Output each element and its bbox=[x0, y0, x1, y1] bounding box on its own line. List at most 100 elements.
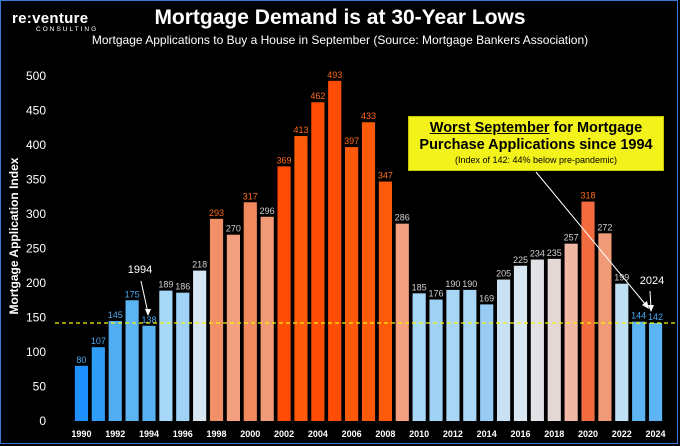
brand-logo: re:venture CONSULTING bbox=[12, 11, 98, 34]
data-label-2002: 369 bbox=[277, 155, 292, 165]
data-label-1990: 80 bbox=[76, 355, 86, 365]
bar-2007 bbox=[361, 122, 376, 421]
logo-main-text: re:venture bbox=[12, 10, 89, 27]
y-tick-label: 300 bbox=[26, 207, 46, 221]
data-label-2016: 225 bbox=[513, 255, 528, 265]
callout-box: Worst September for Mortgage Purchase Ap… bbox=[408, 116, 664, 171]
x-tick-label: 2006 bbox=[342, 429, 362, 439]
data-label-2019: 257 bbox=[564, 233, 579, 243]
bar-2019 bbox=[564, 243, 578, 421]
data-label-2008: 347 bbox=[378, 171, 393, 181]
chart-title: Mortgage Demand is at 30-Year Lows bbox=[154, 6, 526, 29]
annotation-1994: 1994 bbox=[128, 264, 152, 276]
data-label-1992: 145 bbox=[108, 310, 123, 320]
callout-headline-line2: Purchase Applications since 1994 bbox=[419, 137, 653, 153]
bar-2016 bbox=[513, 265, 528, 421]
y-tick-label: 350 bbox=[26, 173, 46, 187]
bar-2013 bbox=[463, 289, 477, 421]
bar-2023 bbox=[632, 321, 646, 421]
x-tick-label: 2024 bbox=[646, 429, 666, 439]
data-label-2005: 493 bbox=[327, 70, 342, 80]
x-tick-label: 2008 bbox=[375, 429, 395, 439]
x-tick-label: 1998 bbox=[207, 429, 227, 439]
callout-highlight: Worst September bbox=[429, 120, 550, 136]
bar-1999 bbox=[226, 234, 240, 421]
bar-1994 bbox=[142, 325, 156, 421]
data-label-2021: 272 bbox=[597, 222, 612, 232]
callout-pointer-arrowhead bbox=[642, 301, 649, 309]
annotation-1994-arrow bbox=[140, 280, 149, 314]
x-tick-label: 2004 bbox=[308, 429, 328, 439]
data-label-2013: 190 bbox=[462, 279, 477, 289]
data-label-2004: 462 bbox=[310, 91, 325, 101]
data-label-2017: 234 bbox=[530, 249, 545, 259]
y-tick-label: 400 bbox=[26, 138, 46, 152]
data-label-2007: 433 bbox=[361, 111, 376, 121]
y-tick-label: 250 bbox=[26, 242, 46, 256]
x-tick-label: 2012 bbox=[443, 429, 463, 439]
data-label-2023: 144 bbox=[631, 311, 646, 321]
data-label-2018: 235 bbox=[547, 248, 562, 258]
y-tick-label: 200 bbox=[26, 276, 46, 290]
bar-1998 bbox=[209, 218, 224, 421]
data-label-1994: 138 bbox=[141, 315, 156, 325]
data-label-2006: 397 bbox=[344, 136, 359, 146]
bar-2020 bbox=[581, 201, 595, 421]
bar-2000 bbox=[243, 202, 257, 421]
y-tick-label: 450 bbox=[26, 104, 46, 118]
bar-2006 bbox=[345, 147, 359, 421]
bar-2010 bbox=[412, 293, 426, 421]
data-label-2024: 142 bbox=[648, 312, 663, 322]
x-tick-label: 2020 bbox=[578, 429, 598, 439]
bar-1995 bbox=[159, 290, 173, 421]
annotation-2024: 2024 bbox=[640, 275, 664, 287]
bar-2011 bbox=[429, 299, 443, 421]
y-tick-label: 0 bbox=[39, 414, 46, 428]
bar-2001 bbox=[260, 216, 274, 421]
bar-2024 bbox=[648, 323, 663, 421]
data-label-2009: 286 bbox=[395, 213, 410, 223]
callout-note: (Index of 142: 44% below pre-pandemic) bbox=[454, 155, 618, 165]
x-axis-ticks: 1990 1992 1994 1996 1998 2000 2002 2004 2006 2008… bbox=[71, 429, 665, 439]
data-label-1995: 189 bbox=[158, 280, 173, 290]
bar-2022 bbox=[615, 283, 629, 421]
bar-2008 bbox=[378, 181, 392, 421]
data-label-1999: 270 bbox=[226, 224, 241, 234]
bar-2002 bbox=[277, 166, 291, 421]
callout-headline-rest: for Mortgage bbox=[549, 120, 643, 136]
y-tick-label: 150 bbox=[26, 311, 46, 325]
x-tick-label: 1992 bbox=[105, 429, 125, 439]
data-label-2012: 190 bbox=[445, 279, 460, 289]
x-tick-label: 2010 bbox=[409, 429, 429, 439]
annotations: 1994 2024 bbox=[128, 171, 664, 316]
data-label-2011: 176 bbox=[429, 289, 444, 299]
x-tick-label: 2000 bbox=[240, 429, 260, 439]
y-tick-label: 50 bbox=[33, 380, 47, 394]
x-tick-label: 2016 bbox=[510, 429, 530, 439]
data-label-2000: 317 bbox=[243, 191, 258, 201]
bar-2009 bbox=[395, 223, 409, 421]
data-label-2015: 205 bbox=[496, 269, 511, 279]
annotation-1994-arrowhead bbox=[145, 309, 151, 316]
bar-1992 bbox=[108, 320, 122, 421]
data-label-2010: 185 bbox=[412, 282, 427, 292]
y-axis-label: Mortgage Application Index bbox=[7, 157, 21, 314]
data-label-2001: 296 bbox=[260, 206, 275, 216]
data-label-2014: 169 bbox=[479, 293, 494, 303]
bar-2003 bbox=[294, 136, 308, 421]
data-label-1991: 107 bbox=[91, 336, 106, 346]
x-tick-label: 1994 bbox=[139, 429, 159, 439]
x-tick-label: 1990 bbox=[71, 429, 91, 439]
bar-2004 bbox=[311, 102, 325, 421]
annotation-2024-arrowhead bbox=[648, 305, 654, 312]
bar-1993 bbox=[125, 300, 139, 421]
y-axis-ticks: 0 50 100 150 200 250 300 350 400 450 500 bbox=[26, 69, 46, 428]
data-label-1996: 186 bbox=[175, 282, 190, 292]
bar-1996 bbox=[176, 292, 190, 421]
x-tick-label: 2018 bbox=[544, 429, 564, 439]
y-tick-label: 100 bbox=[26, 345, 46, 359]
callout-headline: Worst September for Mortgage bbox=[409, 120, 663, 137]
